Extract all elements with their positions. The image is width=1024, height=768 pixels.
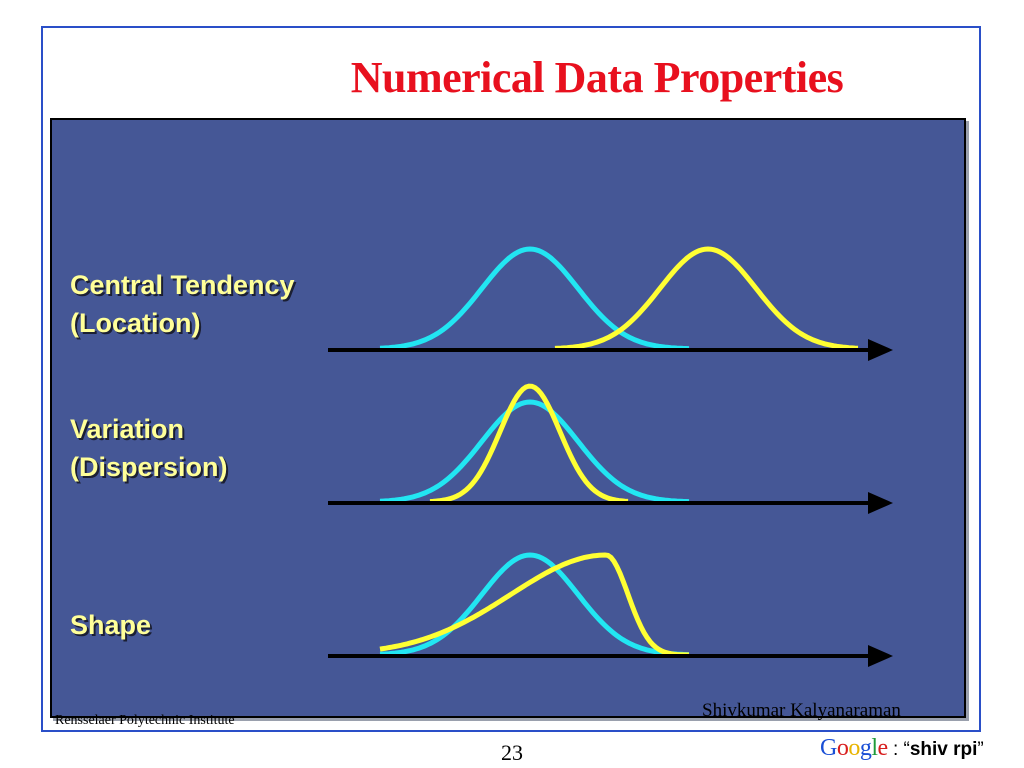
shape-curve-yellow <box>379 552 689 658</box>
variation-curve-yellow <box>429 383 629 505</box>
shape-axis-arrowhead <box>868 645 893 667</box>
row-variation-line1: Variation <box>70 414 185 444</box>
google-logo: Google <box>820 735 888 761</box>
google-closing-quote: ” <box>977 739 984 760</box>
row-location-line2: (Location) <box>70 308 201 338</box>
footer-institution: Rensselaer Polytechnic Institute <box>55 713 235 728</box>
google-separator: : “ <box>887 739 910 760</box>
row-variation-line2: (Dispersion) <box>70 452 228 482</box>
row-location-label: Central Tendency (Location) <box>70 266 295 342</box>
location-axis-arrowhead <box>868 339 893 361</box>
row-variation-label: Variation (Dispersion) <box>70 410 228 486</box>
row-shape-label: Shape <box>70 606 151 644</box>
row-shape-line1: Shape <box>70 610 152 640</box>
slide-border <box>41 26 981 732</box>
variation-axis-arrowhead <box>868 492 893 514</box>
google-search-hint: Google : “shiv rpi” <box>820 735 984 762</box>
variation-curve-cyan <box>379 399 690 505</box>
shape-curve-cyan <box>379 552 690 658</box>
location-curve-yellow <box>554 246 859 351</box>
page-number: 23 <box>501 740 523 765</box>
location-curve-cyan <box>379 246 690 352</box>
google-query-text: shiv rpi <box>909 739 978 760</box>
footer-author: Shivkumar Kalyanaraman <box>702 700 901 721</box>
slide-title: Numerical Data Properties <box>350 53 844 102</box>
row-location-line1: Central Tendency <box>70 270 295 300</box>
